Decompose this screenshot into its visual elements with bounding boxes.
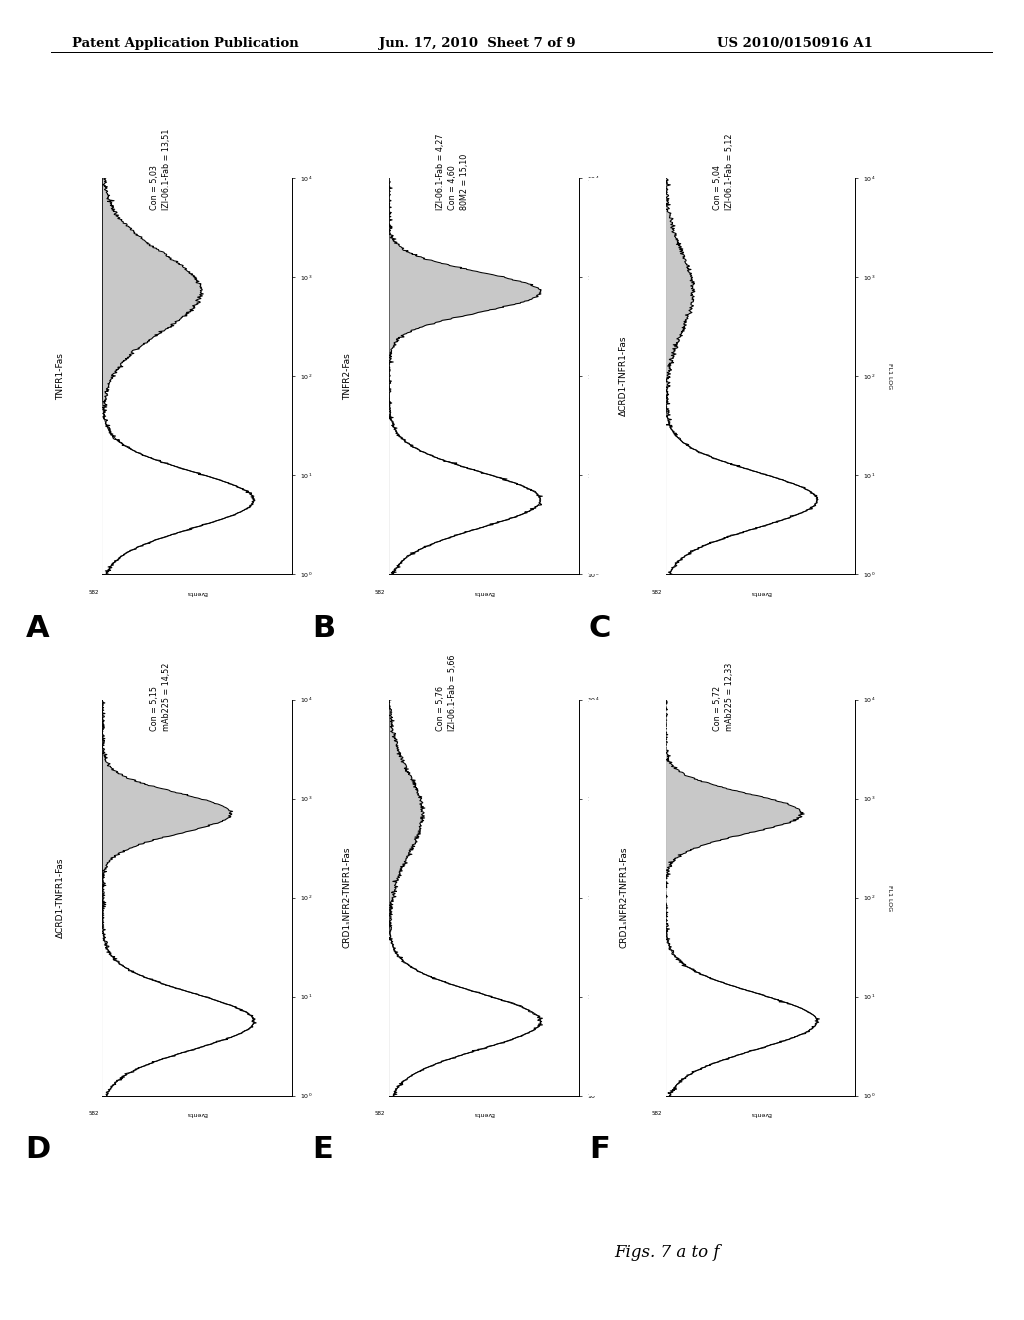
Text: Events: Events [473, 590, 495, 595]
Text: F: F [589, 1135, 609, 1164]
Text: D: D [26, 1135, 51, 1164]
Y-axis label: FL1 LOG: FL1 LOG [887, 363, 892, 389]
Text: 582: 582 [651, 1111, 662, 1117]
Text: Events: Events [750, 1111, 771, 1117]
Text: Con = 5,72
mAb225 = 12,33: Con = 5,72 mAb225 = 12,33 [713, 663, 734, 731]
Text: Events: Events [750, 590, 771, 595]
Text: Events: Events [473, 1111, 495, 1117]
Text: Events: Events [186, 1111, 208, 1117]
Y-axis label: FL1 LOG: FL1 LOG [610, 363, 615, 389]
Y-axis label: FL1 LOG: FL1 LOG [610, 884, 615, 911]
Y-axis label: FL1 LOG: FL1 LOG [324, 363, 329, 389]
Text: US 2010/0150916 A1: US 2010/0150916 A1 [717, 37, 872, 50]
Text: Con = 5,15
mAb225 = 14,52: Con = 5,15 mAb225 = 14,52 [150, 663, 171, 731]
Text: C: C [589, 614, 611, 643]
Text: 582: 582 [651, 590, 662, 595]
Text: 582: 582 [88, 590, 98, 595]
Text: Patent Application Publication: Patent Application Publication [72, 37, 298, 50]
Text: E: E [312, 1135, 333, 1164]
Text: A: A [26, 614, 49, 643]
Text: IZI-06.1-Fab = 4,27
Con = 4,60
80M2 = 15,10: IZI-06.1-Fab = 4,27 Con = 4,60 80M2 = 15… [436, 133, 469, 210]
Text: ΔCRD1-TNFR1-Fas: ΔCRD1-TNFR1-Fas [56, 858, 65, 937]
Text: CRD1ₛNFR2-TNFR1-Fas: CRD1ₛNFR2-TNFR1-Fas [343, 847, 351, 948]
Text: CRD1ₛNFR2-TNFR1-Fas: CRD1ₛNFR2-TNFR1-Fas [620, 847, 628, 948]
Text: ΔCRD1-TNFR1-Fas: ΔCRD1-TNFR1-Fas [620, 337, 628, 416]
Text: B: B [312, 614, 336, 643]
Text: Con = 5,76
IZI-06.1-Fab = 5,66: Con = 5,76 IZI-06.1-Fab = 5,66 [436, 655, 458, 731]
Text: Jun. 17, 2010  Sheet 7 of 9: Jun. 17, 2010 Sheet 7 of 9 [379, 37, 575, 50]
Text: TNFR1-Fas: TNFR1-Fas [56, 352, 65, 400]
Text: Con = 5,04
IZI-06.1-Fab = 5,12: Con = 5,04 IZI-06.1-Fab = 5,12 [713, 133, 734, 210]
Text: Con = 5,03
IZI-06.1-Fab = 13,51: Con = 5,03 IZI-06.1-Fab = 13,51 [150, 128, 171, 210]
Text: 582: 582 [375, 590, 385, 595]
Text: TNFR2-Fas: TNFR2-Fas [343, 352, 351, 400]
Text: Events: Events [186, 590, 208, 595]
Y-axis label: FL1 LOG: FL1 LOG [887, 884, 892, 911]
Text: Figs. 7 a to f: Figs. 7 a to f [614, 1243, 720, 1261]
Y-axis label: FL1 LOG: FL1 LOG [324, 884, 329, 911]
Text: 582: 582 [88, 1111, 98, 1117]
Text: 582: 582 [375, 1111, 385, 1117]
